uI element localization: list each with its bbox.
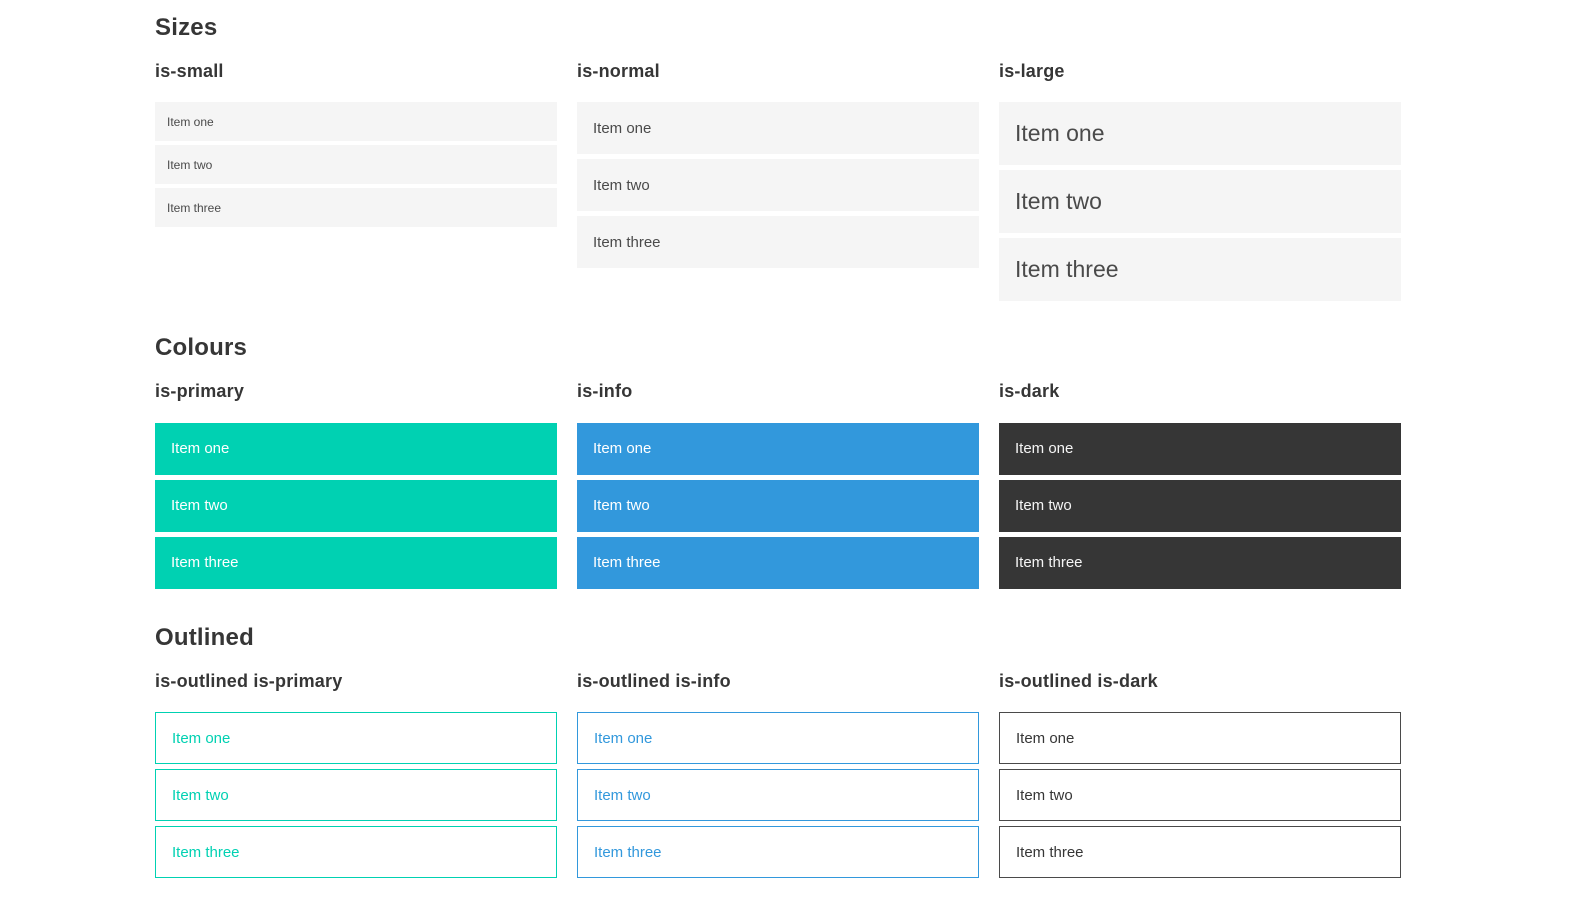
list-item[interactable]: Item three <box>577 216 979 269</box>
section-title: Outlined <box>155 623 254 651</box>
list-item[interactable]: Item two <box>577 159 979 212</box>
list-item[interactable]: Item one <box>999 422 1401 475</box>
group-label: is-large <box>999 60 1065 81</box>
group-label: is-dark <box>999 381 1060 402</box>
group-is-normal: is-normal Item one Item two Item three <box>577 61 979 307</box>
list-item[interactable]: Item three <box>155 188 557 228</box>
list-item[interactable]: Item one <box>999 102 1401 166</box>
list-item[interactable]: Item two <box>999 170 1401 234</box>
list-item[interactable]: Item two <box>155 479 557 532</box>
list-info: Item one Item two Item three <box>577 422 979 589</box>
group-is-outlined-is-info: is-outlined is-info Item one Item two It… <box>577 671 979 884</box>
group-is-outlined-is-primary: is-outlined is-primary Item one Item two… <box>155 671 557 884</box>
list-item[interactable]: Item two <box>155 145 557 185</box>
group-label: is-primary <box>155 381 245 402</box>
list-item[interactable]: Item one <box>155 422 557 475</box>
list-item[interactable]: Item three <box>155 826 557 879</box>
section-colours: Colours is-primary Item one Item two Ite… <box>155 334 1595 593</box>
outlined-columns: is-outlined is-primary Item one Item two… <box>155 671 1595 884</box>
list-small: Item one Item two Item three <box>155 102 557 228</box>
group-is-primary: is-primary Item one Item two Item three <box>155 381 557 594</box>
section-sizes: Sizes is-small Item one Item two Item th… <box>155 14 1595 306</box>
group-label: is-outlined is-info <box>577 670 731 691</box>
list-outlined-dark: Item one Item two Item three <box>999 712 1401 879</box>
group-label: is-normal <box>577 60 660 81</box>
group-is-large: is-large Item one Item two Item three <box>999 61 1401 307</box>
list-item[interactable]: Item one <box>999 712 1401 765</box>
group-label: is-outlined is-primary <box>155 670 343 691</box>
group-label: is-outlined is-dark <box>999 670 1158 691</box>
section-title: Colours <box>155 334 248 362</box>
list-item[interactable]: Item two <box>999 769 1401 822</box>
list-item[interactable]: Item two <box>577 479 979 532</box>
list-item[interactable]: Item two <box>155 769 557 822</box>
section-title: Sizes <box>155 14 218 41</box>
list-item[interactable]: Item three <box>999 238 1401 302</box>
list-item[interactable]: Item one <box>577 712 979 765</box>
list-normal: Item one Item two Item three <box>577 102 979 269</box>
list-item[interactable]: Item two <box>577 769 979 822</box>
group-is-info: is-info Item one Item two Item three <box>577 381 979 594</box>
list-item[interactable]: Item one <box>155 712 557 765</box>
list-outlined-primary: Item one Item two Item three <box>155 712 557 879</box>
list-item[interactable]: Item three <box>999 826 1401 879</box>
list-outlined-info: Item one Item two Item three <box>577 712 979 879</box>
colours-columns: is-primary Item one Item two Item three … <box>155 381 1595 594</box>
list-dark: Item one Item two Item three <box>999 422 1401 589</box>
section-outlined: Outlined is-outlined is-primary Item one… <box>155 624 1595 883</box>
list-primary: Item one Item two Item three <box>155 422 557 589</box>
sizes-columns: is-small Item one Item two Item three is… <box>155 61 1595 307</box>
list-item[interactable]: Item one <box>577 102 979 155</box>
list-item[interactable]: Item three <box>155 536 557 589</box>
list-item[interactable]: Item one <box>577 422 979 475</box>
list-item[interactable]: Item three <box>999 536 1401 589</box>
group-is-small: is-small Item one Item two Item three <box>155 61 557 307</box>
list-large: Item one Item two Item three <box>999 102 1401 302</box>
list-item[interactable]: Item two <box>999 479 1401 532</box>
group-label: is-info <box>577 381 633 402</box>
group-label: is-small <box>155 60 224 81</box>
group-is-dark: is-dark Item one Item two Item three <box>999 381 1401 594</box>
group-is-outlined-is-dark: is-outlined is-dark Item one Item two It… <box>999 671 1401 884</box>
list-item[interactable]: Item one <box>155 102 557 142</box>
list-item[interactable]: Item three <box>577 536 979 589</box>
list-item[interactable]: Item three <box>577 826 979 879</box>
